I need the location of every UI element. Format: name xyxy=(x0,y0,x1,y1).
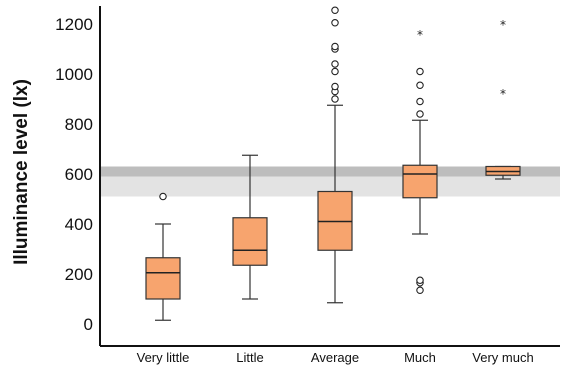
outlier-point xyxy=(416,67,424,76)
extreme-point: * xyxy=(417,28,423,42)
outlier-point xyxy=(331,60,339,68)
reference-band-dark xyxy=(100,166,560,177)
outlier-point xyxy=(416,110,424,118)
y-tick-label: 1000 xyxy=(55,65,93,84)
x-category-label: Much xyxy=(404,350,436,365)
box-very-little xyxy=(145,192,181,321)
y-tick-label: 200 xyxy=(65,265,93,284)
axis-labels: 0 200 400 600 800 1000 1200 Very little Little Av… xyxy=(55,15,534,365)
box-average xyxy=(317,6,353,304)
reference-band-light xyxy=(100,176,560,197)
y-tick-label: 0 xyxy=(84,315,93,334)
x-category-label: Very much xyxy=(472,350,533,365)
outlier-point xyxy=(331,6,339,15)
boxes: *** xyxy=(145,6,521,321)
extreme-point: * xyxy=(500,87,506,101)
box-very-much: ** xyxy=(485,18,521,180)
outlier-point xyxy=(331,67,339,76)
outlier-point xyxy=(416,97,424,106)
axes xyxy=(99,6,560,347)
outlier-point xyxy=(416,286,424,294)
extreme-point: * xyxy=(500,18,506,32)
y-tick-label: 600 xyxy=(65,165,93,184)
y-tick-label: 400 xyxy=(65,215,93,234)
y-tick-label: 1200 xyxy=(55,15,93,34)
y-tick-label: 800 xyxy=(65,115,93,134)
box-much: * xyxy=(402,28,438,294)
outlier-point xyxy=(331,82,339,91)
box-iqr xyxy=(145,257,181,300)
x-category-label: Very little xyxy=(137,350,190,365)
box-little xyxy=(232,154,268,300)
outlier-point xyxy=(159,192,167,201)
outlier-point xyxy=(331,42,339,51)
outlier-point xyxy=(416,276,424,284)
outlier-point xyxy=(331,95,339,103)
box-iqr xyxy=(232,217,268,266)
outlier-point xyxy=(416,81,424,90)
x-category-label: Average xyxy=(311,350,359,365)
box-iqr xyxy=(402,164,438,199)
y-axis-title: Illuminance level (lx) xyxy=(11,79,32,265)
reference-bands xyxy=(100,166,560,197)
x-category-label: Little xyxy=(236,350,263,365)
outlier-point xyxy=(331,18,339,27)
